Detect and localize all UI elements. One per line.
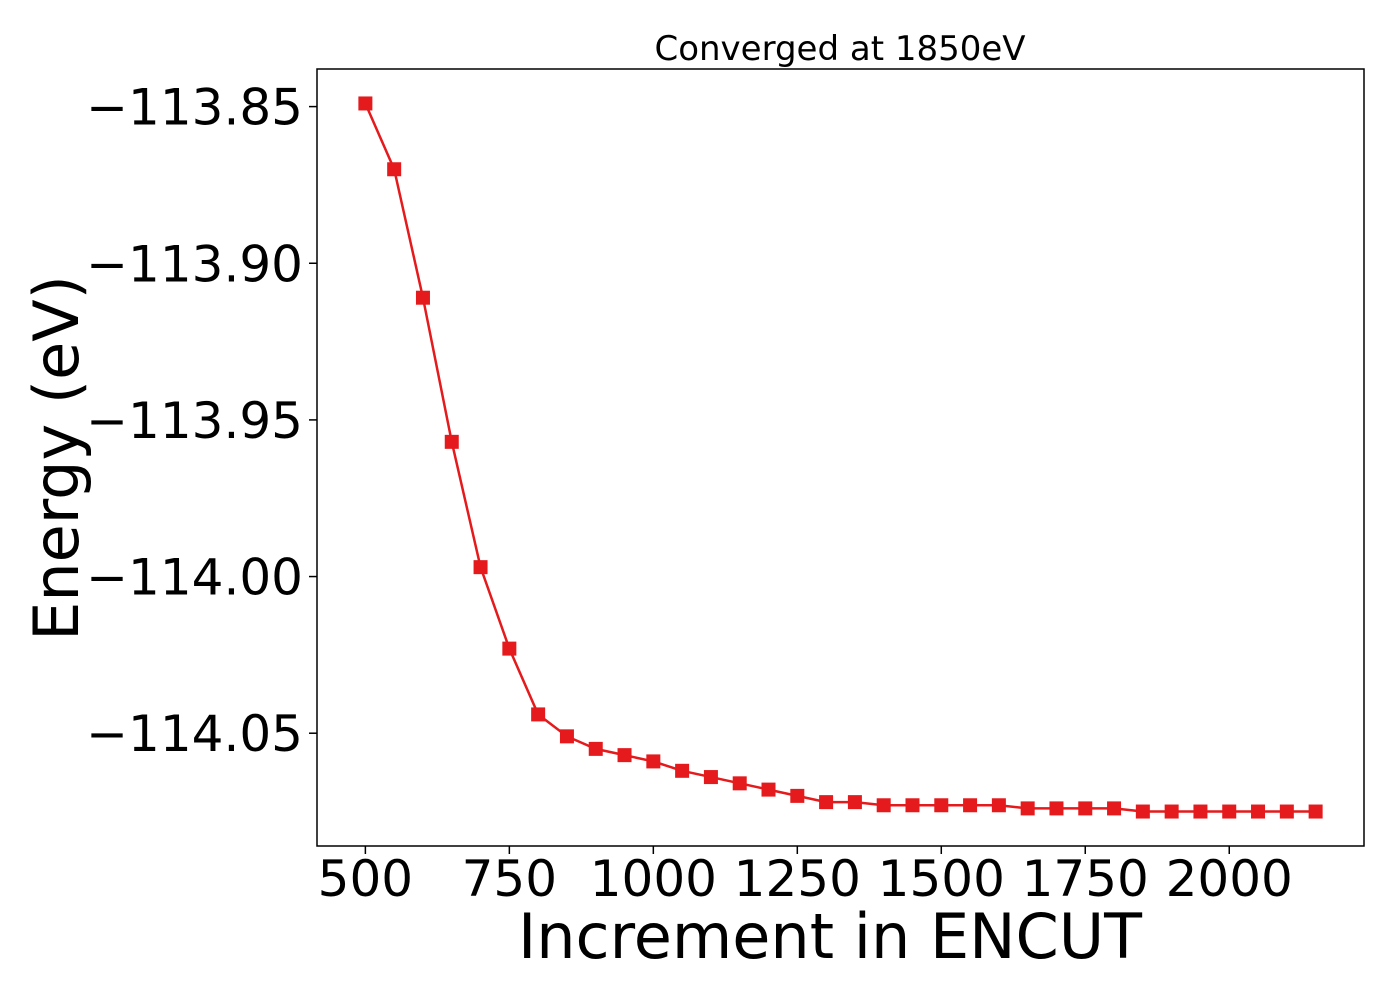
data-point — [1135, 804, 1150, 819]
x-tick-label: 2000 — [1166, 850, 1293, 908]
data-point — [415, 290, 430, 305]
y-axis: −113.85 −113.90 −113.95 −114.00 −114.05 — [86, 79, 317, 763]
data-point — [1020, 801, 1035, 816]
x-axis: 500 750 1000 1250 1500 1750 2000 — [318, 846, 1293, 908]
data-point — [1164, 804, 1179, 819]
x-tick-label: 750 — [462, 850, 557, 908]
data-point — [1078, 801, 1093, 816]
y-tick-label: −113.85 — [86, 79, 303, 137]
data-point — [934, 798, 949, 813]
data-point — [588, 741, 603, 756]
series-group — [358, 96, 1323, 819]
data-point — [358, 96, 373, 111]
y-tick-label: −114.00 — [86, 549, 303, 607]
data-point — [444, 434, 459, 449]
data-point — [1193, 804, 1208, 819]
data-point — [1251, 804, 1266, 819]
data-point — [905, 798, 920, 813]
data-point — [761, 782, 776, 797]
data-point — [819, 795, 834, 810]
data-point — [790, 788, 805, 803]
data-point — [531, 707, 546, 722]
y-axis-label: Energy (eV) — [20, 275, 93, 641]
data-point — [1049, 801, 1064, 816]
data-point — [991, 798, 1006, 813]
data-point — [617, 748, 632, 763]
data-point — [1107, 801, 1122, 816]
data-point — [876, 798, 891, 813]
x-tick-label: 1750 — [1022, 850, 1149, 908]
data-point — [646, 754, 661, 769]
data-point — [1308, 804, 1323, 819]
x-tick-label: 1500 — [878, 850, 1005, 908]
data-point — [502, 641, 517, 656]
x-axis-label: Increment in ENCUT — [518, 900, 1143, 973]
data-point — [473, 560, 488, 575]
data-point — [1222, 804, 1237, 819]
data-point — [703, 770, 718, 785]
data-point — [1279, 804, 1294, 819]
series-line — [364, 102, 1316, 813]
data-point — [675, 763, 690, 778]
x-tick-label: 1000 — [590, 850, 717, 908]
plot-area — [316, 68, 1365, 847]
data-point — [387, 162, 402, 177]
y-tick-label: −113.95 — [86, 392, 303, 450]
data-point — [963, 798, 978, 813]
x-tick-label: 1250 — [734, 850, 861, 908]
data-point — [847, 795, 862, 810]
chart-title: Converged at 1850eV — [654, 29, 1025, 69]
data-point — [559, 729, 574, 744]
y-tick-label: −114.05 — [86, 705, 303, 763]
y-tick-label: −113.90 — [86, 235, 303, 293]
x-tick-label: 500 — [318, 850, 413, 908]
data-point — [732, 776, 747, 791]
